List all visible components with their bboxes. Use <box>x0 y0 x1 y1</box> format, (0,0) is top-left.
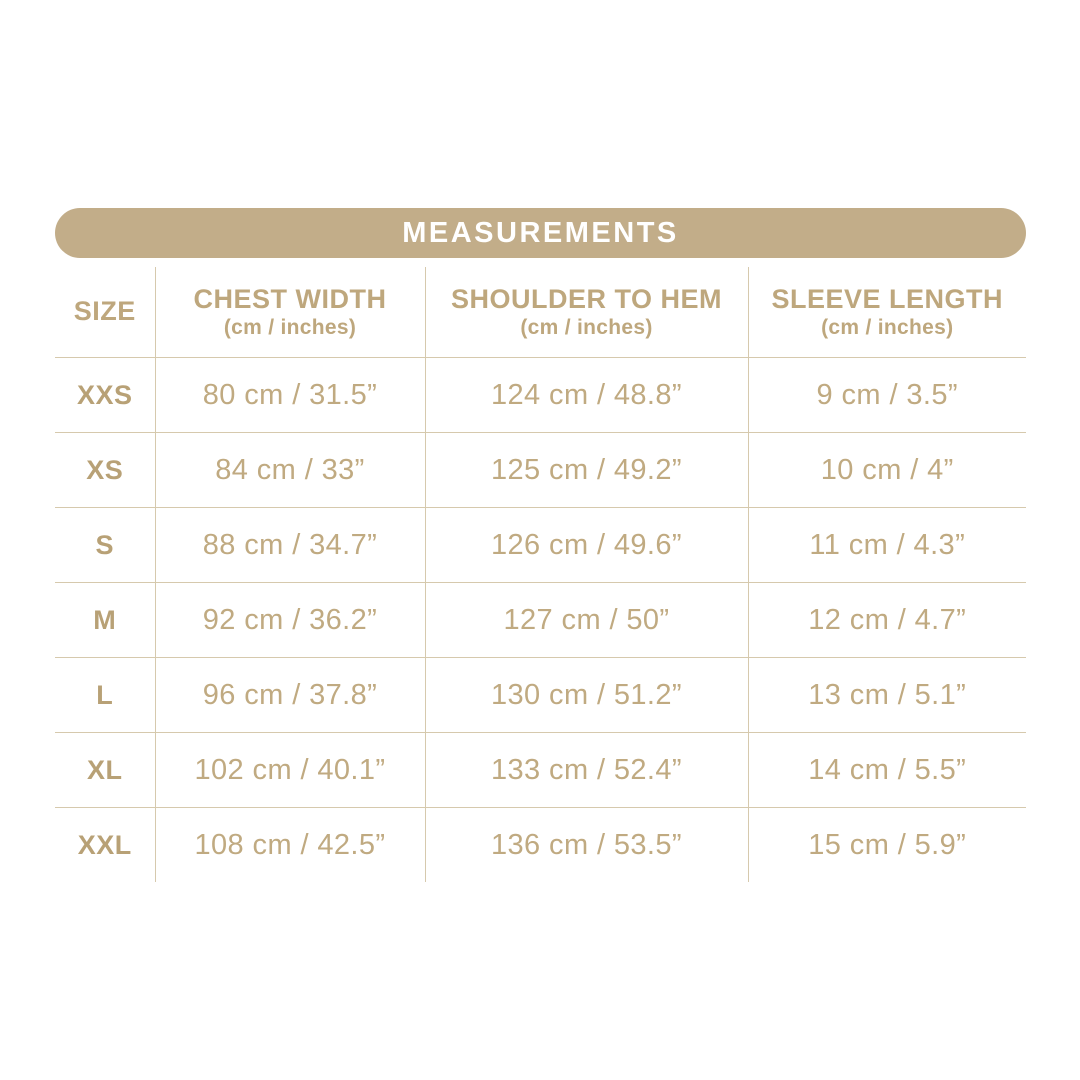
table-row-xs: XS 84 cm / 33” 125 cm / 49.2” 10 cm / 4” <box>55 432 1026 508</box>
size-label: XS <box>55 432 156 508</box>
table-row-xl: XL 102 cm / 40.1” 133 cm / 52.4” 14 cm /… <box>55 732 1026 808</box>
chest-value: 96 cm / 37.8” <box>155 657 426 733</box>
column-header-units: (cm / inches) <box>520 315 653 339</box>
column-header-label: CHEST WIDTH <box>193 283 387 314</box>
column-header-sleeve-length: SLEEVE LENGTH (cm / inches) <box>748 267 1026 358</box>
shoulder-value: 125 cm / 49.2” <box>425 432 749 508</box>
shoulder-value: 124 cm / 48.8” <box>425 357 749 433</box>
measurements-title: MEASUREMENTS <box>402 216 679 249</box>
table-row-xxs: XXS 80 cm / 31.5” 124 cm / 48.8” 9 cm / … <box>55 357 1026 433</box>
sleeve-value: 13 cm / 5.1” <box>748 657 1026 733</box>
chest-value: 88 cm / 34.7” <box>155 507 426 583</box>
chest-value: 102 cm / 40.1” <box>155 732 426 808</box>
sleeve-value: 12 cm / 4.7” <box>748 582 1026 658</box>
table-row-m: M 92 cm / 36.2” 127 cm / 50” 12 cm / 4.7… <box>55 582 1026 658</box>
size-label: M <box>55 582 156 658</box>
table-row-l: L 96 cm / 37.8” 130 cm / 51.2” 13 cm / 5… <box>55 657 1026 733</box>
chest-value: 92 cm / 36.2” <box>155 582 426 658</box>
measurements-title-pill: MEASUREMENTS <box>55 208 1026 258</box>
table-row-s: S 88 cm / 34.7” 126 cm / 49.6” 11 cm / 4… <box>55 507 1026 583</box>
table-header-row: SIZE CHEST WIDTH (cm / inches) SHOULDER … <box>55 267 1026 358</box>
sleeve-value: 11 cm / 4.3” <box>748 507 1026 583</box>
size-label: L <box>55 657 156 733</box>
size-label: XXS <box>55 357 156 433</box>
chest-value: 84 cm / 33” <box>155 432 426 508</box>
column-header-units: (cm / inches) <box>223 315 357 339</box>
size-label: XL <box>55 732 156 808</box>
shoulder-value: 136 cm / 53.5” <box>425 807 749 882</box>
sleeve-value: 9 cm / 3.5” <box>748 357 1026 433</box>
table-row-xxl: XXL 108 cm / 42.5” 136 cm / 53.5” 15 cm … <box>55 807 1026 882</box>
measurements-table: SIZE CHEST WIDTH (cm / inches) SHOULDER … <box>55 267 1026 882</box>
sleeve-value: 10 cm / 4” <box>748 432 1026 508</box>
size-chart-content: MEASUREMENTS SIZE CHEST WIDTH (cm / inch… <box>55 208 1026 882</box>
chest-value: 108 cm / 42.5” <box>155 807 426 882</box>
shoulder-value: 127 cm / 50” <box>425 582 749 658</box>
size-label: XXL <box>55 807 156 882</box>
sleeve-value: 14 cm / 5.5” <box>748 732 1026 808</box>
column-header-size: SIZE <box>55 267 156 358</box>
column-header-shoulder-to-hem: SHOULDER TO HEM (cm / inches) <box>425 267 749 358</box>
shoulder-value: 126 cm / 49.6” <box>425 507 749 583</box>
column-header-units: (cm / inches) <box>821 315 954 339</box>
column-header-label: SLEEVE LENGTH <box>771 283 1004 314</box>
column-header-chest-width: CHEST WIDTH (cm / inches) <box>155 267 426 358</box>
size-label: S <box>55 507 156 583</box>
shoulder-value: 130 cm / 51.2” <box>425 657 749 733</box>
sleeve-value: 15 cm / 5.9” <box>748 807 1026 882</box>
column-header-label: SIZE <box>73 296 136 327</box>
column-header-label: SHOULDER TO HEM <box>450 283 722 314</box>
chest-value: 80 cm / 31.5” <box>155 357 426 433</box>
shoulder-value: 133 cm / 52.4” <box>425 732 749 808</box>
